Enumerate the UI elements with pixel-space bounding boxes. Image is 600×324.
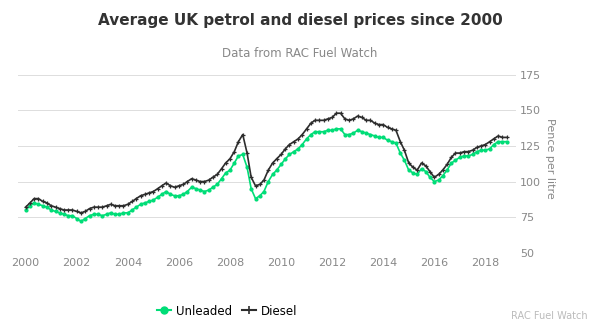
Diesel [82,210,89,214]
Text: Average UK petrol and diesel prices since 2000: Average UK petrol and diesel prices sinc… [98,13,502,28]
Text: Data from RAC Fuel Watch: Data from RAC Fuel Watch [223,47,377,60]
Diesel [397,140,404,144]
Diesel [214,172,221,176]
Line: Diesel: Diesel [23,111,509,215]
Unleaded [158,192,166,196]
Diesel [158,184,166,188]
Unleaded [333,127,340,131]
Diesel [22,205,29,209]
Unleaded [397,151,404,155]
Diesel [163,181,170,185]
Diesel [77,211,85,215]
Diesel [333,111,340,115]
Unleaded [22,208,29,212]
Diesel [503,135,510,139]
Unleaded [163,190,170,193]
Unleaded [214,182,221,186]
Unleaded [82,217,89,221]
Line: Unleaded: Unleaded [24,127,508,223]
Legend: Unleaded, Diesel: Unleaded, Diesel [152,300,302,322]
Unleaded [341,133,349,136]
Text: RAC Fuel Watch: RAC Fuel Watch [511,311,588,321]
Y-axis label: Pence per litre: Pence per litre [545,118,555,199]
Diesel [341,117,349,121]
Unleaded [77,219,85,223]
Unleaded [503,140,510,144]
